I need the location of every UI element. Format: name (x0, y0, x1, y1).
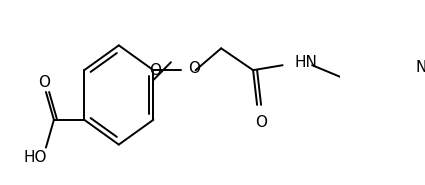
Text: O: O (188, 61, 200, 76)
Text: O: O (255, 115, 267, 130)
Text: O: O (149, 63, 161, 78)
Text: HO: HO (23, 150, 46, 165)
Text: HN: HN (295, 55, 317, 70)
Text: O: O (38, 75, 50, 90)
Text: N: N (415, 60, 425, 75)
